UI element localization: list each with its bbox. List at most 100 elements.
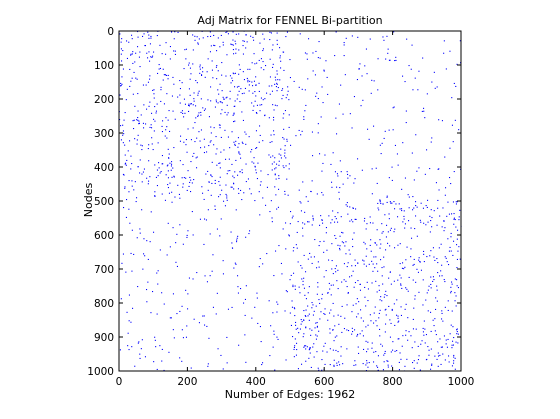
data-point (444, 256, 446, 258)
data-point (159, 172, 161, 174)
data-point (156, 368, 158, 370)
data-point (349, 276, 351, 278)
data-point (355, 303, 357, 305)
data-point (173, 175, 175, 177)
data-point (454, 357, 456, 359)
data-point (305, 309, 307, 311)
data-point (331, 260, 333, 262)
data-point (423, 222, 425, 224)
data-point (403, 210, 405, 212)
data-point (353, 286, 355, 288)
data-point (166, 126, 168, 128)
data-point (167, 78, 169, 80)
data-point (353, 232, 355, 234)
data-point (268, 85, 270, 87)
data-point (134, 61, 136, 63)
data-point (450, 290, 452, 292)
data-point (276, 43, 278, 45)
data-point (324, 363, 326, 365)
data-point (329, 288, 331, 290)
data-point (181, 329, 183, 331)
data-point (388, 129, 390, 131)
data-point (379, 247, 381, 249)
data-point (138, 120, 140, 122)
data-point (317, 367, 319, 369)
y-tick-label: 800 (94, 298, 114, 310)
data-point (371, 193, 373, 195)
data-point (458, 219, 460, 221)
data-point (418, 167, 420, 169)
data-point (286, 291, 288, 293)
data-point (351, 127, 353, 129)
data-point (302, 280, 304, 282)
data-point (342, 183, 344, 185)
data-point (124, 186, 126, 188)
data-point (203, 152, 205, 154)
data-point (411, 152, 413, 154)
data-point (203, 243, 205, 245)
y-axis-label: Nodes (82, 183, 95, 218)
data-point (159, 249, 161, 251)
data-point (179, 160, 181, 162)
data-point (312, 314, 314, 316)
data-point (319, 318, 321, 320)
data-point (434, 87, 436, 89)
data-point (298, 332, 300, 334)
data-point (453, 356, 455, 358)
data-point (322, 102, 324, 104)
data-point (373, 361, 375, 363)
data-point (307, 78, 309, 80)
data-point (352, 246, 354, 248)
data-point (388, 213, 390, 215)
data-point (129, 140, 131, 142)
data-point (156, 272, 158, 274)
data-point (128, 191, 130, 193)
data-point (332, 349, 334, 351)
data-point (356, 79, 358, 81)
data-point (455, 85, 457, 87)
data-point (412, 196, 414, 198)
data-point (226, 173, 228, 175)
data-point (226, 195, 228, 197)
data-point (360, 317, 362, 319)
data-point (292, 286, 294, 288)
data-point (231, 163, 233, 165)
data-point (164, 135, 166, 137)
data-point (262, 99, 264, 101)
data-point (148, 144, 150, 146)
data-point (130, 54, 132, 56)
data-point (274, 83, 276, 85)
data-point (357, 280, 359, 282)
data-point (276, 208, 278, 210)
data-point (369, 244, 371, 246)
data-point (255, 172, 257, 174)
data-point (391, 166, 393, 168)
data-point (238, 73, 240, 75)
data-point (438, 189, 440, 191)
data-point (424, 117, 426, 119)
data-point (456, 333, 458, 335)
data-point (317, 132, 319, 134)
data-point (439, 338, 441, 340)
data-point (407, 290, 409, 292)
data-point (400, 314, 402, 316)
data-point (157, 283, 159, 285)
data-point (279, 47, 281, 49)
data-point (226, 96, 228, 98)
data-point (378, 289, 380, 291)
data-point (151, 137, 153, 139)
x-axis-ticks: 0 200 400 600 800 1000 (116, 31, 474, 388)
data-point (261, 364, 263, 366)
data-point (147, 258, 149, 260)
data-point (367, 324, 369, 326)
data-point (295, 328, 297, 330)
data-point (371, 282, 373, 284)
data-point (293, 247, 295, 249)
data-point (172, 110, 174, 112)
data-point (436, 258, 438, 260)
data-point (214, 208, 216, 210)
data-point (357, 334, 359, 336)
data-point (306, 58, 308, 60)
data-point (443, 52, 445, 54)
data-point (284, 193, 286, 195)
